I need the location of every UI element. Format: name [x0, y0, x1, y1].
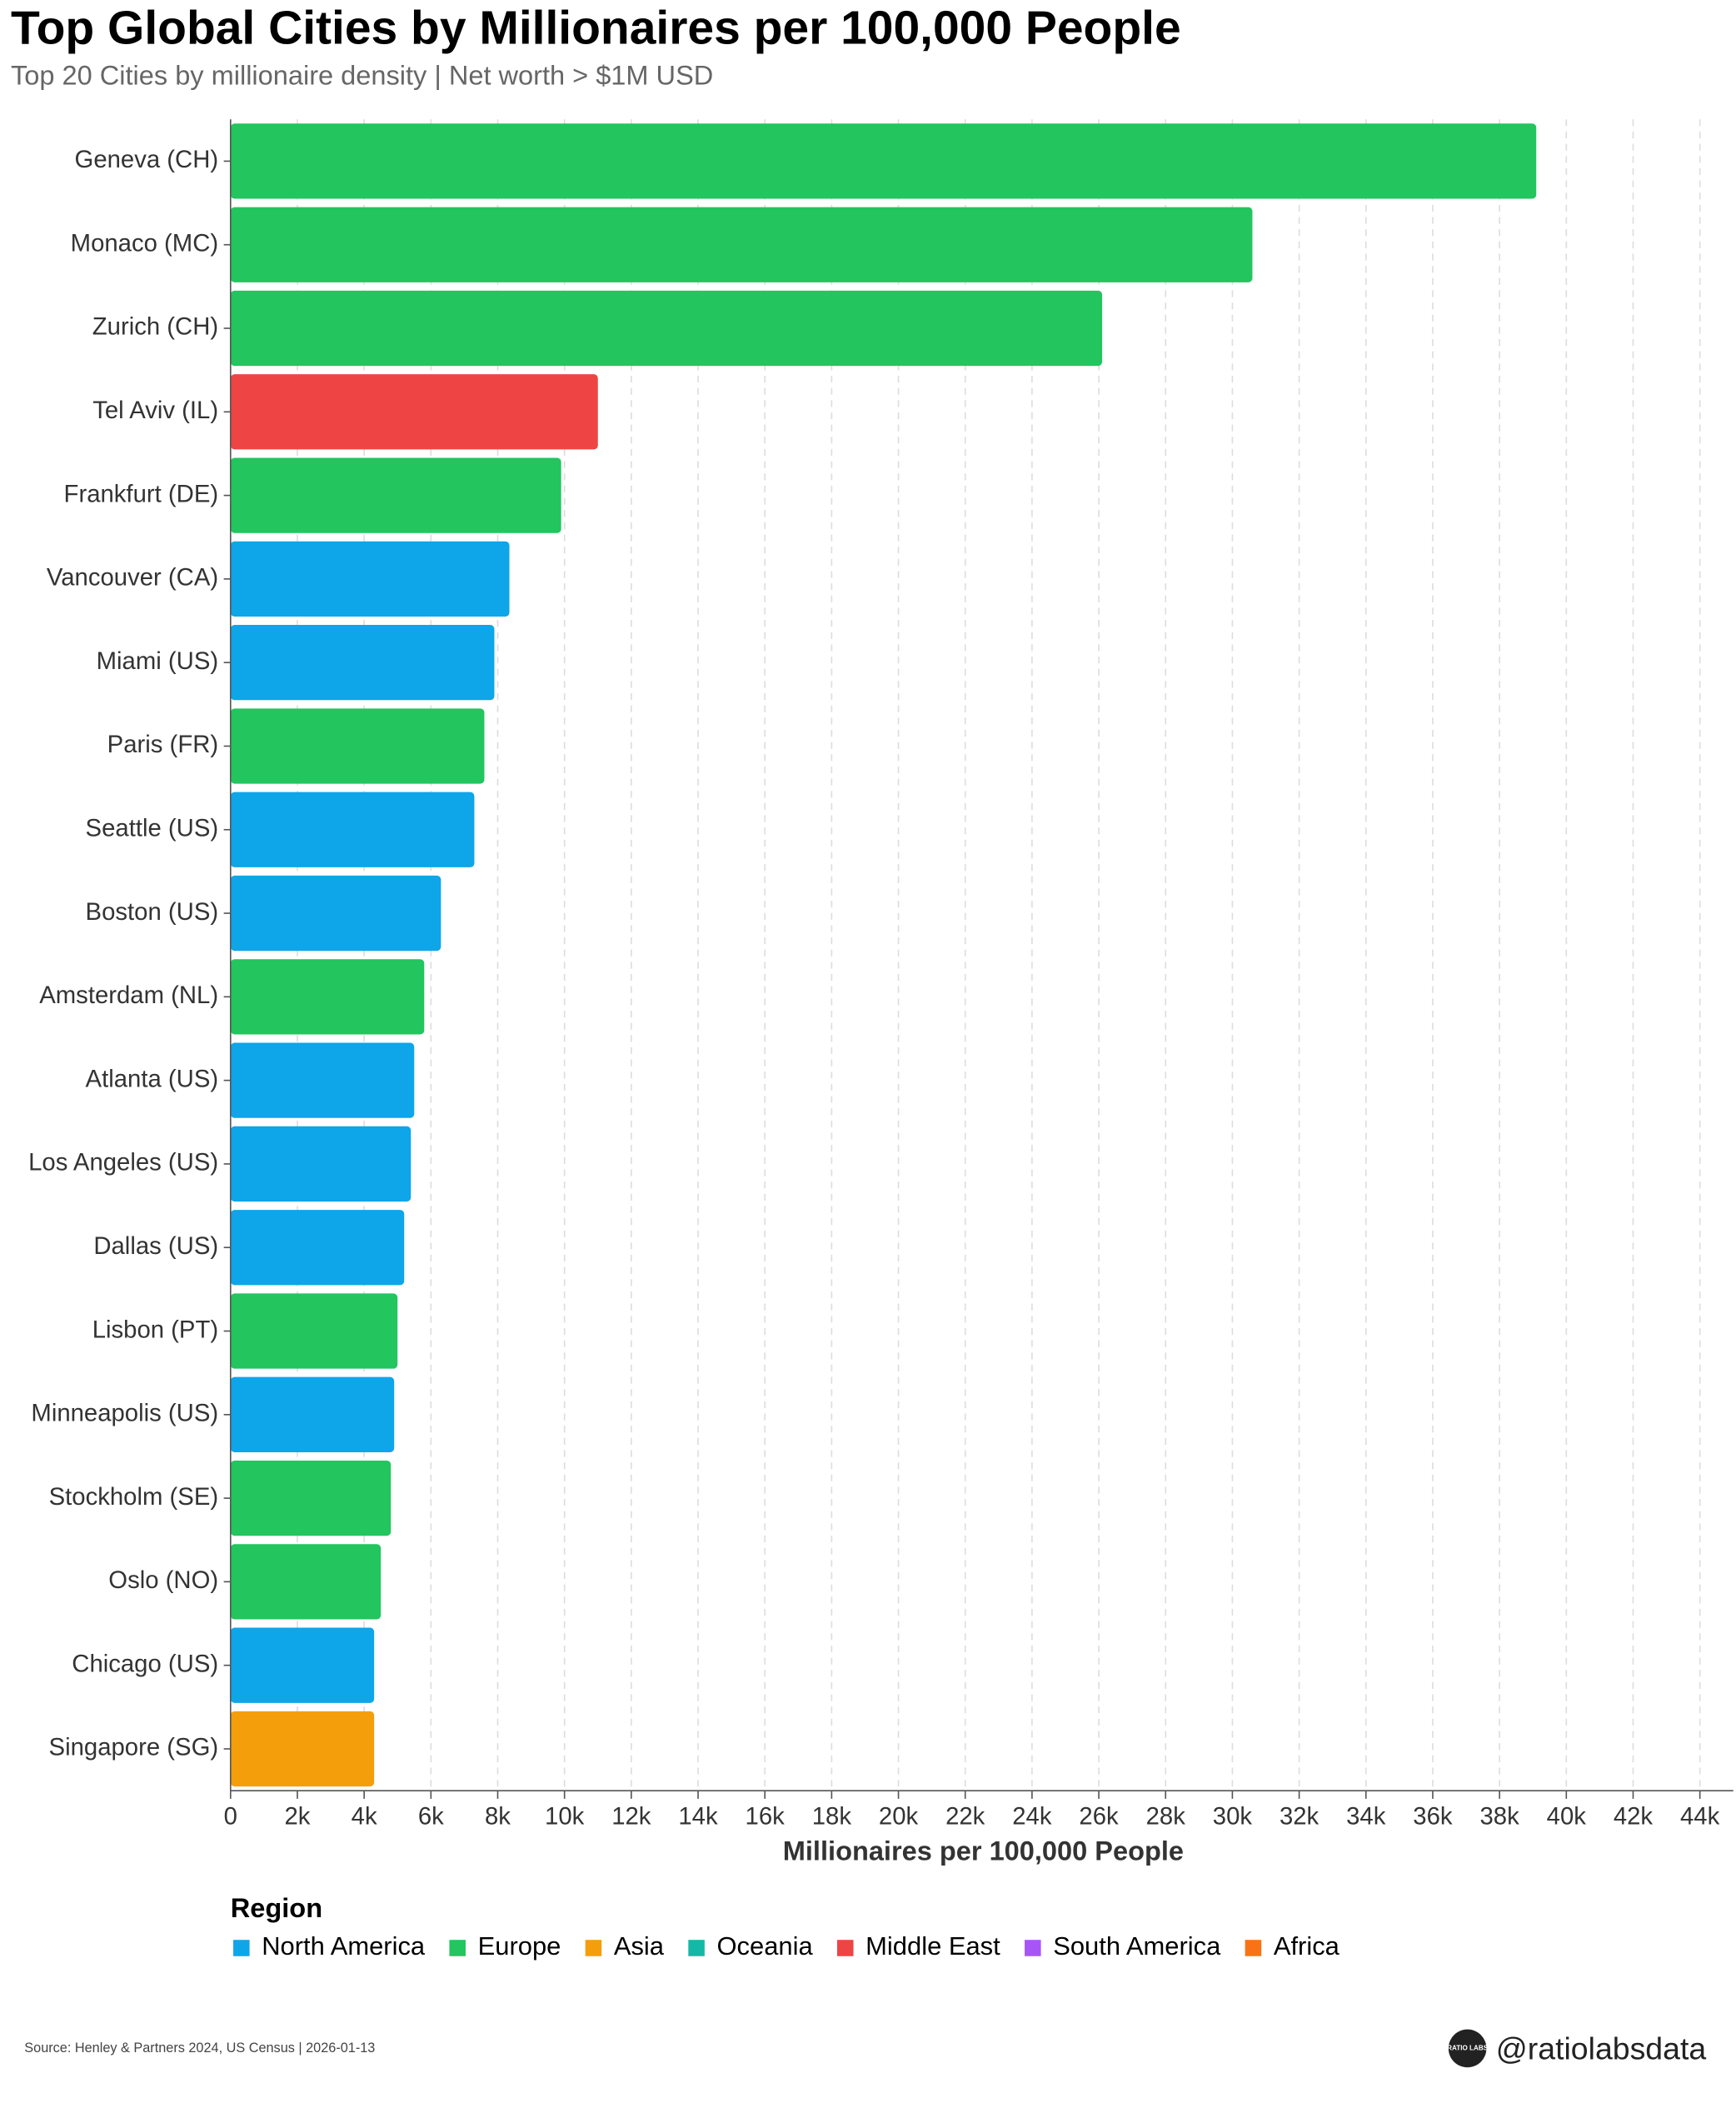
- bar: [230, 625, 495, 701]
- x-tick-label: 40k: [1547, 1802, 1587, 1830]
- legend-label: North America: [262, 1931, 426, 1961]
- x-tick-label: 12k: [611, 1802, 651, 1830]
- legend-label: Asia: [614, 1931, 665, 1961]
- bar: [230, 875, 441, 952]
- logo: [1448, 2029, 1487, 2068]
- x-tick-label: 8k: [485, 1802, 511, 1830]
- legend-swatch: [1025, 1940, 1041, 1956]
- y-tick-label: Amsterdam (NL): [39, 982, 218, 1009]
- y-tick-label: Dallas (US): [93, 1232, 218, 1260]
- bar: [230, 1210, 405, 1286]
- x-tick-label: 18k: [812, 1802, 852, 1830]
- x-axis-title: Millionaires per 100,000 People: [783, 1836, 1184, 1866]
- bar: [230, 207, 1253, 282]
- bar: [230, 1293, 398, 1369]
- bar: [230, 1544, 382, 1620]
- legend-swatch: [1245, 1940, 1262, 1956]
- legend-swatch: [836, 1940, 854, 1956]
- bar: [230, 1376, 395, 1452]
- legend-swatch: [449, 1940, 466, 1956]
- legend-swatch: [688, 1940, 705, 1956]
- bar: [230, 1711, 375, 1787]
- bar: [230, 374, 598, 450]
- x-tick-label: 38k: [1480, 1802, 1520, 1830]
- bar: [230, 1126, 412, 1202]
- bar: [230, 1042, 415, 1118]
- bar: [230, 290, 1103, 367]
- y-tick-label: Boston (US): [86, 898, 219, 926]
- legend-label: Oceania: [717, 1931, 814, 1961]
- x-tick-label: 10k: [545, 1802, 585, 1830]
- bar: [230, 123, 1537, 199]
- bar: [230, 1460, 392, 1536]
- x-tick-label: 44k: [1680, 1802, 1720, 1830]
- bar: [230, 959, 425, 1035]
- chart-title: Top Global Cities by Millionaires per 10…: [11, 1, 1181, 54]
- y-tick-label: Miami (US): [97, 647, 218, 675]
- x-tick-label: 20k: [879, 1802, 919, 1830]
- y-tick-label: Vancouver (CA): [47, 564, 218, 592]
- logo-text: RATIO LABS: [1447, 2045, 1489, 2052]
- y-tick-label: Paris (FR): [107, 731, 218, 758]
- y-tick-label: Geneva (CH): [75, 146, 219, 173]
- legend-label: Europe: [478, 1931, 561, 1961]
- legend-label: South America: [1053, 1931, 1221, 1961]
- x-tick-label: 34k: [1346, 1802, 1386, 1830]
- y-tick-label: Frankfurt (DE): [64, 480, 219, 507]
- source: Source: Henley & Partners 2024, US Censu…: [24, 2041, 375, 2056]
- y-tick-label: Los Angeles (US): [28, 1149, 218, 1176]
- y-tick-label: Zurich (CH): [92, 313, 218, 341]
- legend-swatch: [585, 1940, 602, 1956]
- bar: [230, 792, 475, 867]
- x-tick-label: 14k: [678, 1802, 718, 1830]
- y-tick-label: Oslo (NO): [108, 1566, 218, 1594]
- chart-subtitle: Top 20 Cities by millionaire density | N…: [11, 60, 713, 90]
- y-tick-label: Monaco (MC): [71, 229, 218, 257]
- x-tick-label: 32k: [1280, 1802, 1319, 1830]
- bar: [230, 1627, 375, 1703]
- x-tick-label: 26k: [1079, 1802, 1119, 1830]
- legend-label: Middle East: [866, 1931, 1000, 1961]
- x-tick-label: 36k: [1413, 1802, 1453, 1830]
- bar: [230, 457, 561, 533]
- bar: [230, 541, 510, 617]
- legend-swatch: [233, 1940, 250, 1956]
- x-tick-label: 42k: [1614, 1802, 1654, 1830]
- handle: @ratiolabsdata: [1496, 2031, 1707, 2066]
- x-tick-label: 28k: [1146, 1802, 1186, 1830]
- x-tick-label: 16k: [746, 1802, 786, 1830]
- x-tick-label: 4k: [352, 1802, 377, 1830]
- y-tick-label: Stockholm (SE): [49, 1483, 219, 1511]
- y-tick-label: Seattle (US): [86, 814, 219, 842]
- x-tick-label: 30k: [1213, 1802, 1253, 1830]
- x-tick-label: 0: [224, 1802, 237, 1830]
- x-tick-label: 22k: [945, 1802, 985, 1830]
- x-tick-label: 24k: [1012, 1802, 1052, 1830]
- legend-label: Africa: [1274, 1931, 1340, 1961]
- y-tick-label: Tel Aviv (IL): [92, 397, 218, 424]
- x-tick-label: 6k: [418, 1802, 444, 1830]
- x-tick-label: 2k: [284, 1802, 310, 1830]
- y-tick-label: Singapore (SG): [49, 1734, 219, 1761]
- y-tick-label: Lisbon (PT): [92, 1316, 218, 1343]
- legend-title: Region: [231, 1893, 322, 1923]
- bar: [230, 708, 485, 784]
- y-tick-label: Minneapolis (US): [31, 1400, 218, 1427]
- y-tick-label: Chicago (US): [72, 1650, 218, 1677]
- y-tick-label: Atlanta (US): [86, 1065, 219, 1092]
